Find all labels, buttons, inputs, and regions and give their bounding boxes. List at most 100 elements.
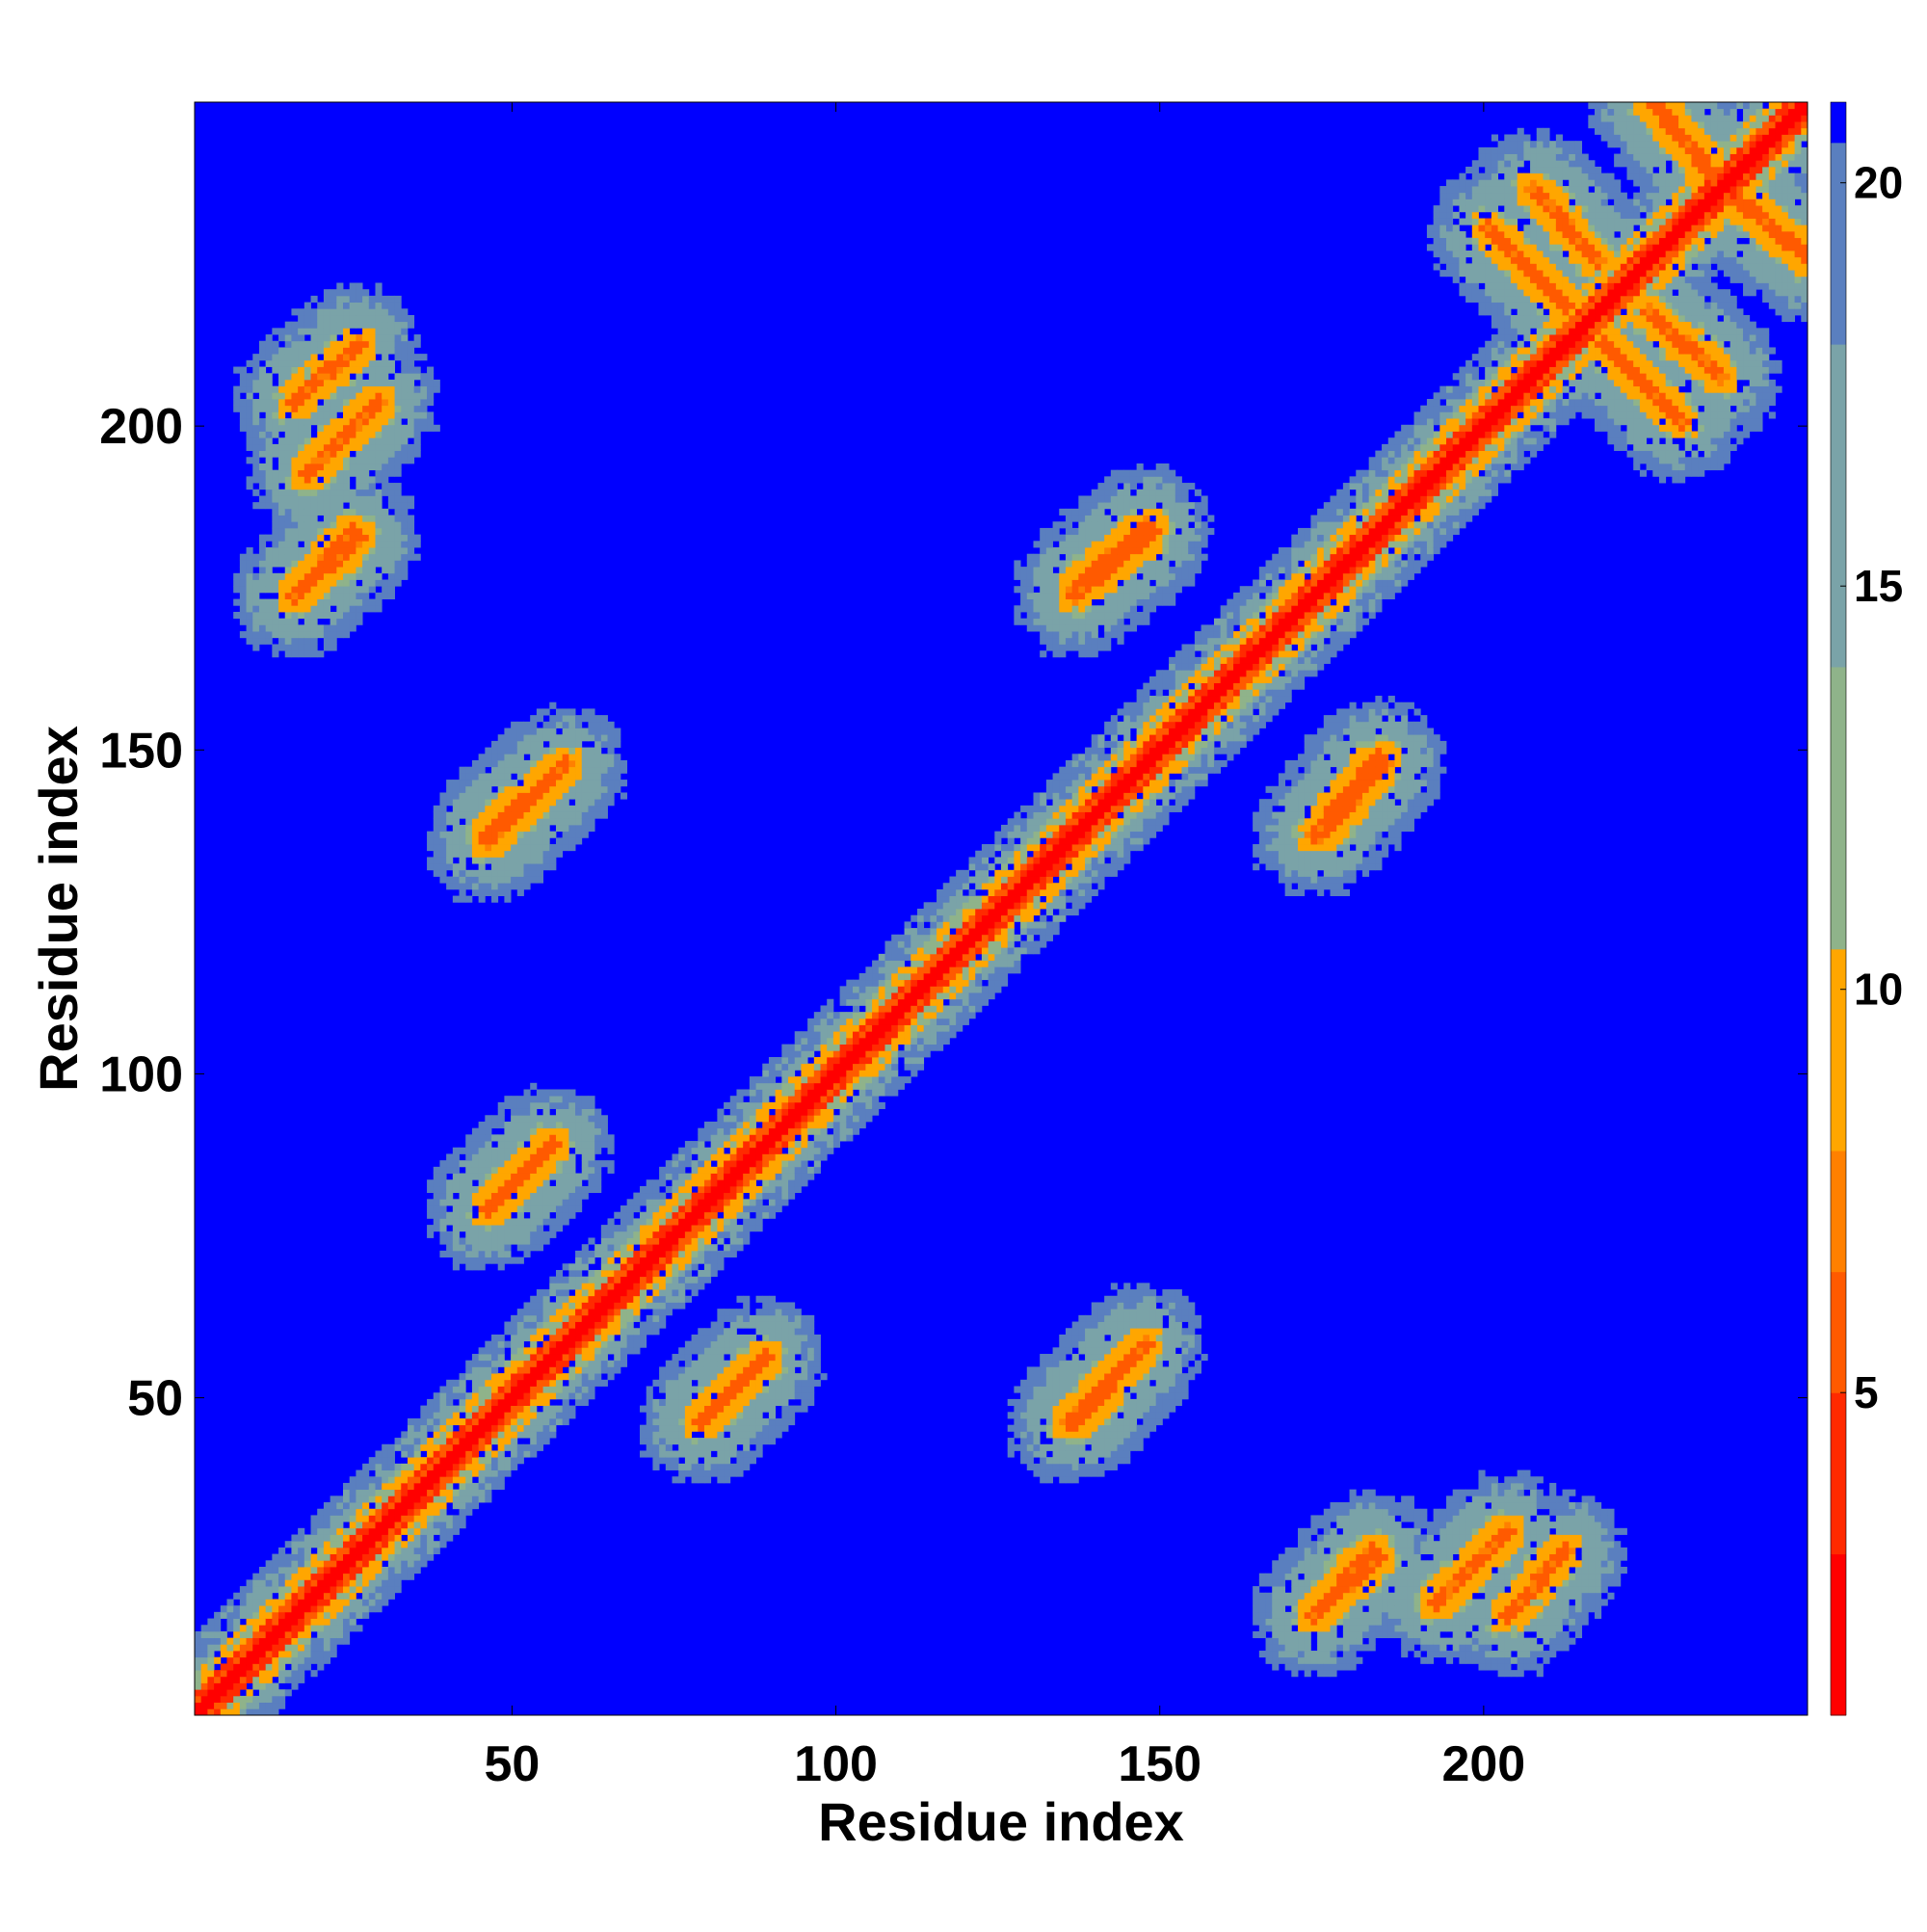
heatmap-cell	[413, 354, 421, 361]
heatmap-cell	[246, 1625, 253, 1632]
heatmap-cell	[349, 457, 356, 464]
heatmap-cell	[588, 1295, 595, 1303]
heatmap-cell	[665, 1173, 673, 1180]
heatmap-cell	[542, 1373, 550, 1381]
heatmap-cell	[471, 1412, 480, 1419]
heatmap-cell	[562, 1295, 569, 1303]
heatmap-cell	[594, 759, 602, 768]
heatmap-cell	[343, 1592, 351, 1600]
heatmap-cell	[433, 811, 440, 819]
heatmap-cell	[330, 314, 337, 323]
heatmap-cell	[433, 863, 440, 871]
heatmap-cell	[278, 547, 286, 555]
heatmap-cell	[465, 1225, 473, 1232]
heatmap-cell	[291, 328, 299, 335]
heatmap-cell	[298, 1560, 305, 1568]
heatmap-cell	[246, 624, 253, 632]
heatmap-cell	[568, 785, 576, 793]
heatmap-cell	[485, 1489, 492, 1496]
heatmap-cell	[542, 1218, 550, 1226]
heatmap-cell	[452, 1412, 460, 1419]
heatmap-cell	[620, 766, 628, 774]
heatmap-cell	[471, 824, 480, 833]
heatmap-cell	[581, 824, 589, 833]
heatmap-cell	[246, 483, 253, 490]
heatmap-cell	[755, 1134, 763, 1142]
heatmap-cell	[349, 1573, 356, 1580]
heatmap-cell	[768, 1063, 777, 1071]
heatmap-cell	[375, 295, 383, 303]
heatmap-cell	[465, 1205, 473, 1213]
heatmap-cell	[652, 1289, 660, 1297]
heatmap-cell	[427, 1534, 435, 1542]
heatmap-cell	[304, 366, 311, 374]
heatmap-cell	[497, 1412, 505, 1419]
heatmap-cell	[497, 1443, 505, 1451]
heatmap-cell	[323, 1534, 331, 1542]
heatmap-cell	[523, 1373, 531, 1381]
heatmap-cell	[258, 611, 267, 620]
heatmap-cell	[600, 1302, 608, 1310]
heatmap-cell	[768, 1314, 777, 1322]
heatmap-cell	[536, 780, 543, 787]
heatmap-cell	[310, 1586, 318, 1594]
heatmap-cell	[278, 359, 286, 367]
heatmap-cell	[214, 1702, 222, 1709]
heatmap-cell	[356, 605, 363, 613]
heatmap-cell	[258, 450, 267, 458]
heatmap-cell	[387, 308, 395, 316]
heatmap-cell	[781, 1354, 789, 1362]
heatmap-cell	[555, 1347, 564, 1355]
heatmap-cell	[394, 334, 402, 342]
heatmap-cell	[478, 1121, 486, 1129]
heatmap-cell	[724, 1166, 731, 1174]
heatmap-cell	[568, 1366, 576, 1374]
heatmap-cell	[291, 1547, 299, 1554]
heatmap-cell	[530, 1431, 538, 1439]
heatmap-cell	[304, 469, 311, 477]
heatmap-cell	[684, 1354, 692, 1362]
heatmap-cell	[452, 1386, 460, 1393]
heatmap-cell	[542, 734, 550, 742]
heatmap-cell	[755, 1386, 763, 1393]
heatmap-cell	[640, 1225, 647, 1232]
heatmap-cell	[368, 418, 376, 426]
heatmap-cell	[762, 1101, 770, 1109]
heatmap-cell	[614, 1269, 621, 1278]
heatmap-cell	[536, 1218, 543, 1226]
heatmap-cell	[272, 476, 279, 484]
heatmap-cell	[356, 1541, 363, 1548]
heatmap-cell	[272, 392, 279, 400]
heatmap-cell	[401, 1502, 409, 1510]
heatmap-cell	[343, 328, 351, 335]
heatmap-cell	[568, 1354, 576, 1362]
heatmap-cell	[233, 1708, 241, 1716]
heatmap-cell	[375, 437, 383, 445]
heatmap-cell	[729, 1360, 737, 1367]
heatmap-cell	[317, 560, 325, 568]
heatmap-cell	[278, 1695, 286, 1704]
heatmap-cell	[401, 1522, 409, 1529]
heatmap-cell	[375, 289, 383, 297]
heatmap-cell	[698, 1192, 705, 1200]
heatmap-cell	[717, 1405, 725, 1413]
heatmap-cell	[762, 1398, 770, 1406]
heatmap-cell	[724, 1250, 731, 1257]
heatmap-cell	[330, 611, 337, 620]
heatmap-cell	[511, 857, 518, 864]
heatmap-cell	[781, 1340, 789, 1348]
heatmap-cell	[343, 1560, 351, 1568]
heatmap-cell	[246, 611, 253, 620]
heatmap-cell	[729, 1328, 737, 1336]
heatmap-cell	[684, 1386, 692, 1393]
heatmap-cell	[407, 1541, 415, 1548]
heatmap-cell	[555, 759, 564, 768]
heatmap-cell	[523, 1205, 531, 1213]
heatmap-cell	[530, 1231, 538, 1238]
heatmap-cell	[387, 302, 395, 309]
heatmap-cell	[336, 553, 344, 561]
heatmap-cell	[485, 1360, 492, 1367]
heatmap-cell	[465, 818, 473, 826]
heatmap-cell	[407, 392, 415, 400]
heatmap-cell	[749, 1314, 756, 1322]
